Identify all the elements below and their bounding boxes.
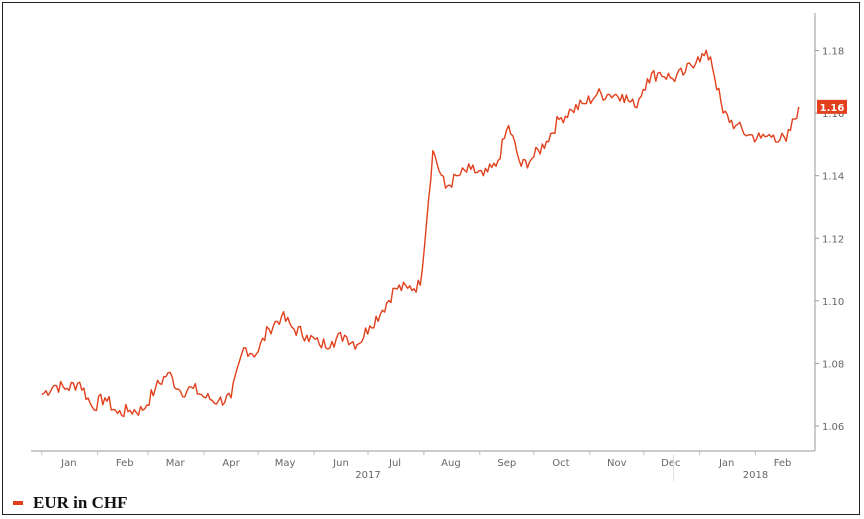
year-label: 2018 bbox=[743, 470, 768, 481]
x-tick-label: Feb bbox=[116, 458, 134, 469]
last-value-marker bbox=[817, 99, 847, 114]
x-tick-label: Dec bbox=[661, 458, 680, 469]
x-tick-label: Feb bbox=[774, 458, 792, 469]
x-tick-label: Jan bbox=[60, 458, 76, 469]
y-tick-label: 1.08 bbox=[822, 359, 844, 370]
year-label: 2017 bbox=[355, 470, 380, 481]
x-tick-label: Mar bbox=[166, 458, 186, 469]
y-tick-label: 1.06 bbox=[822, 422, 844, 433]
legend-swatch bbox=[13, 501, 23, 505]
x-tick-label: Sep bbox=[497, 458, 516, 469]
x-tick-label: Jun bbox=[332, 458, 349, 469]
x-tick-label: Jan bbox=[718, 458, 734, 469]
y-tick-label: 1.12 bbox=[822, 234, 844, 245]
x-tick-label: Nov bbox=[607, 458, 627, 469]
y-tick-label: 1.18 bbox=[822, 47, 844, 58]
legend-label: EUR in CHF bbox=[33, 493, 128, 512]
series-line-eur-chf bbox=[41, 49, 800, 418]
x-tick-label: Apr bbox=[222, 458, 240, 469]
x-tick-label: Jul bbox=[388, 458, 401, 469]
x-tick-label: Oct bbox=[552, 458, 569, 469]
x-tick-label: May bbox=[275, 458, 296, 469]
y-tick-label: 1.14 bbox=[822, 172, 844, 183]
line-chart: 1.06 1.08 1.10 1.12 1.14 1.16 1.18 Jan Feb Mar Apr… bbox=[31, 13, 847, 481]
last-value-label: 1.16 bbox=[820, 103, 845, 114]
y-tick-label: 1.16 bbox=[822, 109, 844, 120]
x-tick-label: Aug bbox=[441, 458, 461, 469]
legend: EUR in CHF bbox=[13, 492, 127, 514]
y-tick-label: 1.10 bbox=[822, 297, 844, 308]
